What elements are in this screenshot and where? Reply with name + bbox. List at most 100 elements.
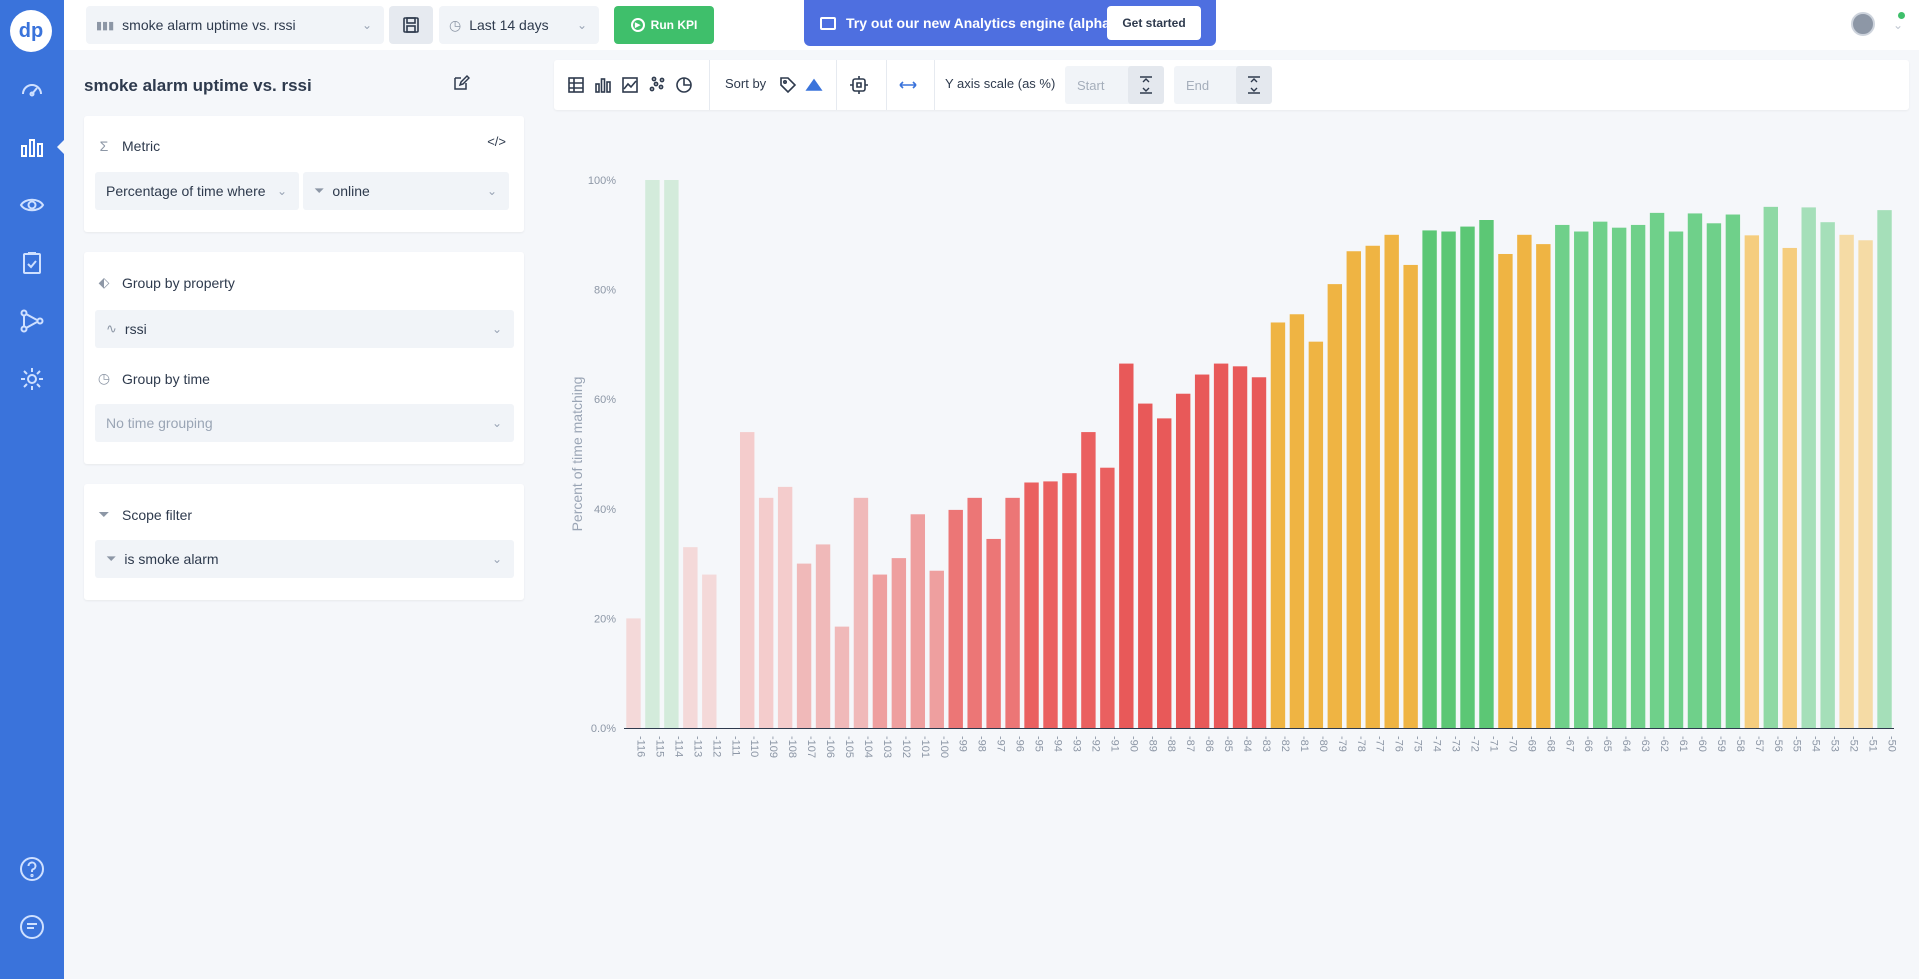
bar[interactable] bbox=[740, 432, 755, 728]
bar[interactable] bbox=[929, 570, 944, 728]
pie-view-icon[interactable] bbox=[674, 75, 694, 95]
bar[interactable] bbox=[758, 497, 774, 728]
sort-ascending-icon[interactable] bbox=[804, 75, 824, 95]
group-by-time-select[interactable]: No time grouping ⌄ bbox=[95, 404, 514, 442]
bar[interactable] bbox=[1877, 210, 1892, 728]
bar[interactable] bbox=[1194, 374, 1210, 728]
nav-clipboard-icon[interactable] bbox=[17, 248, 47, 278]
user-avatar[interactable] bbox=[1851, 12, 1875, 36]
bar-view-icon[interactable] bbox=[593, 75, 613, 95]
y-axis-end-stepper[interactable] bbox=[1236, 66, 1272, 104]
bar[interactable] bbox=[1251, 377, 1267, 728]
bar[interactable] bbox=[1100, 467, 1115, 728]
bar[interactable] bbox=[1422, 230, 1437, 728]
bar[interactable] bbox=[834, 626, 850, 728]
bar[interactable] bbox=[1441, 231, 1456, 728]
nav-dashboard-icon[interactable] bbox=[17, 74, 47, 104]
bar[interactable] bbox=[1213, 363, 1229, 728]
bar[interactable] bbox=[891, 558, 907, 728]
bar[interactable] bbox=[1668, 231, 1684, 728]
bar[interactable] bbox=[1517, 234, 1532, 729]
bar[interactable] bbox=[1555, 224, 1570, 728]
bar[interactable] bbox=[664, 180, 679, 728]
table-view-icon[interactable] bbox=[566, 75, 586, 95]
bar[interactable] bbox=[1062, 473, 1077, 728]
line-view-icon[interactable] bbox=[620, 75, 640, 95]
bar[interactable] bbox=[1820, 222, 1835, 729]
metric-filter-select[interactable]: ⏷ online ⌄ bbox=[303, 172, 509, 210]
bar[interactable] bbox=[1630, 224, 1646, 728]
bar[interactable] bbox=[1270, 322, 1286, 728]
nav-flow-icon[interactable] bbox=[17, 306, 47, 336]
scope-filter-select[interactable]: ⏷ is smoke alarm ⌄ bbox=[95, 540, 514, 578]
bar[interactable] bbox=[683, 547, 698, 728]
app-logo[interactable]: dp bbox=[10, 10, 52, 52]
bar[interactable] bbox=[1346, 251, 1361, 728]
bar[interactable] bbox=[1024, 482, 1039, 728]
nav-eye-icon[interactable] bbox=[17, 190, 47, 220]
bar[interactable] bbox=[1706, 223, 1722, 728]
bar[interactable] bbox=[1119, 363, 1134, 728]
kpi-select[interactable]: ▮▮▮ smoke alarm uptime vs. rssi ⌄ bbox=[86, 6, 384, 44]
bar[interactable] bbox=[1782, 247, 1797, 728]
bar[interactable] bbox=[1498, 253, 1513, 728]
bar[interactable] bbox=[1858, 240, 1873, 728]
sort-tag-icon[interactable] bbox=[778, 75, 798, 95]
bar[interactable] bbox=[1157, 418, 1172, 728]
bar[interactable] bbox=[1232, 366, 1248, 728]
bar[interactable] bbox=[910, 514, 926, 728]
bar[interactable] bbox=[1138, 403, 1153, 728]
bar[interactable] bbox=[1081, 432, 1096, 728]
bar[interactable] bbox=[1308, 341, 1324, 728]
fit-icon[interactable] bbox=[849, 75, 869, 95]
time-range-select[interactable]: ◷ Last 14 days ⌄ bbox=[439, 6, 599, 44]
expand-horizontal-icon[interactable] bbox=[898, 75, 918, 95]
bar[interactable] bbox=[796, 563, 812, 728]
run-kpi-button[interactable]: ▶ Run KPI bbox=[614, 6, 714, 44]
bar[interactable] bbox=[1801, 207, 1816, 728]
bar[interactable] bbox=[1763, 206, 1778, 729]
bar[interactable] bbox=[1839, 234, 1854, 729]
bar[interactable] bbox=[1574, 231, 1589, 728]
bar[interactable] bbox=[702, 574, 717, 728]
bar[interactable] bbox=[777, 486, 793, 728]
bar[interactable] bbox=[815, 544, 831, 728]
bar[interactable] bbox=[1289, 314, 1305, 728]
nav-chat-icon[interactable] bbox=[17, 912, 47, 942]
bar[interactable] bbox=[1460, 226, 1475, 728]
code-icon[interactable]: </> bbox=[487, 134, 506, 149]
bar[interactable] bbox=[1043, 481, 1058, 728]
bar[interactable] bbox=[1649, 212, 1665, 728]
bar[interactable] bbox=[1611, 227, 1627, 728]
bar[interactable] bbox=[1592, 221, 1608, 728]
nav-help-icon[interactable] bbox=[17, 854, 47, 884]
bar[interactable] bbox=[948, 509, 963, 728]
nav-bar-chart-icon[interactable] bbox=[17, 132, 47, 162]
y-axis-start-stepper[interactable] bbox=[1128, 66, 1164, 104]
chevron-down-icon[interactable]: ⌄ bbox=[1893, 18, 1904, 32]
bar[interactable] bbox=[626, 618, 641, 728]
bar[interactable] bbox=[1744, 235, 1760, 728]
bar[interactable] bbox=[1175, 393, 1191, 728]
bar[interactable] bbox=[1725, 214, 1741, 729]
bar[interactable] bbox=[1384, 234, 1399, 729]
bar[interactable] bbox=[1327, 284, 1343, 728]
group-by-property-select[interactable]: ∿ rssi ⌄ bbox=[95, 310, 514, 348]
bar[interactable] bbox=[1365, 245, 1380, 728]
bar[interactable] bbox=[967, 497, 982, 728]
scatter-view-icon[interactable] bbox=[647, 75, 667, 95]
bar[interactable] bbox=[986, 538, 1001, 728]
bar[interactable] bbox=[1536, 244, 1551, 728]
bar[interactable] bbox=[1479, 220, 1494, 728]
get-started-button[interactable]: Get started bbox=[1107, 6, 1201, 40]
bar[interactable] bbox=[872, 574, 888, 728]
aggregation-select[interactable]: Percentage of time where ⌄ bbox=[95, 172, 299, 210]
bar[interactable] bbox=[645, 180, 660, 728]
bar[interactable] bbox=[853, 497, 869, 728]
bar[interactable] bbox=[1687, 213, 1703, 729]
edit-icon[interactable] bbox=[452, 74, 470, 92]
bar[interactable] bbox=[1403, 264, 1418, 728]
bar[interactable] bbox=[1005, 497, 1020, 728]
nav-gear-icon[interactable] bbox=[17, 364, 47, 394]
save-button[interactable] bbox=[389, 6, 433, 44]
